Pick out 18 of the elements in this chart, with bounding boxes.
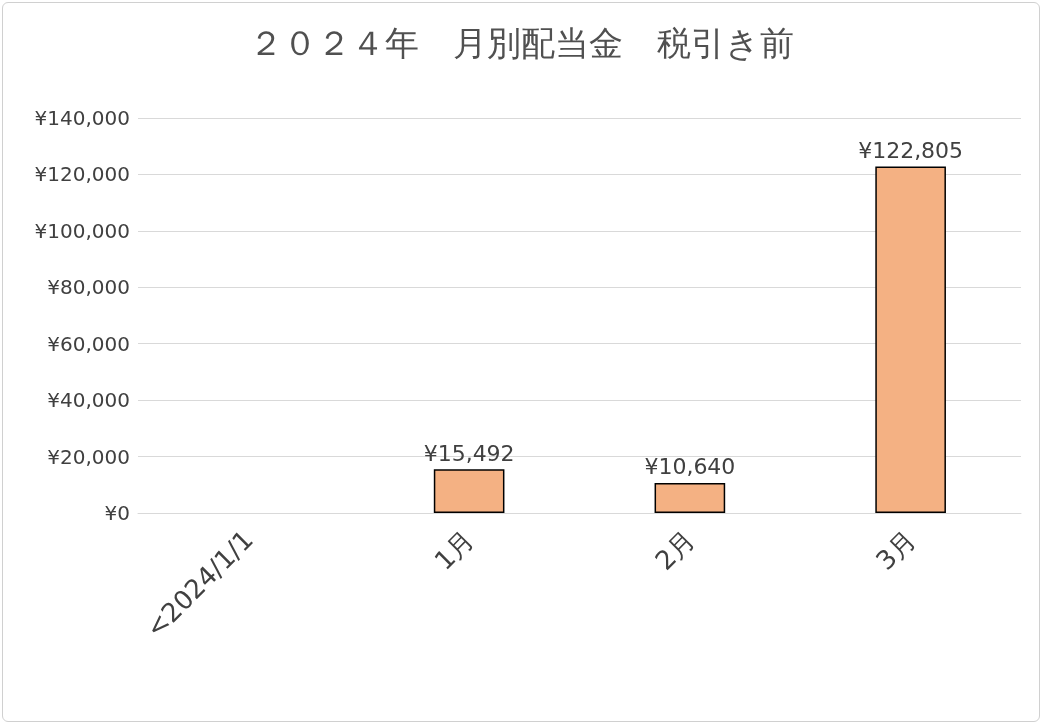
data-label: ¥122,805 bbox=[858, 138, 964, 164]
y-tick-label: ¥140,000 bbox=[34, 106, 130, 130]
bar bbox=[875, 166, 946, 513]
x-tick-label: 3月 bbox=[869, 524, 922, 576]
y-tick-label: ¥100,000 bbox=[34, 218, 130, 243]
data-label: ¥10,640 bbox=[644, 454, 736, 480]
x-tick-label: 1月 bbox=[428, 524, 480, 576]
x-tick-label: 2月 bbox=[649, 524, 701, 576]
data-label: ¥15,492 bbox=[423, 440, 515, 466]
chart-title: ２０２４年 月別配当金 税引き前 bbox=[248, 23, 794, 63]
y-tick-label: ¥20,000 bbox=[47, 444, 130, 469]
bar bbox=[433, 469, 505, 513]
y-tick-label: ¥0 bbox=[104, 501, 130, 525]
y-tick-label: ¥120,000 bbox=[34, 162, 130, 187]
y-tick-label: ¥80,000 bbox=[47, 275, 130, 300]
bar bbox=[654, 482, 726, 513]
y-tick-label: ¥40,000 bbox=[47, 388, 130, 413]
y-tick-label: ¥60,000 bbox=[47, 331, 130, 356]
